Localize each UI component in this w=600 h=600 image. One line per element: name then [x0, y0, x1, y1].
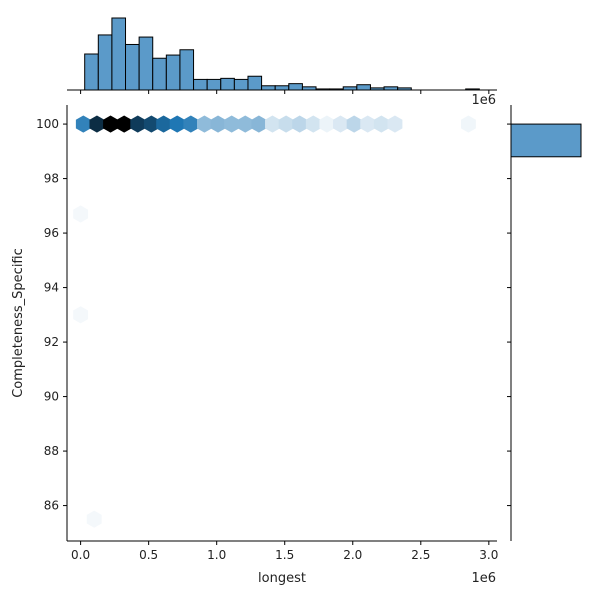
- hexbin-cell-25: [73, 205, 89, 223]
- y-marginal-bar-0: [510, 123, 582, 158]
- y-tick-label-1: 88: [44, 444, 59, 458]
- hexbin-cell-15: [278, 115, 294, 133]
- x-marginal-bar-7: [179, 49, 195, 91]
- hexbin-cell-0: [75, 115, 91, 133]
- x-marginal-bar-9: [206, 78, 222, 91]
- y-axis-ticks: 86 88 90 92 94 96 98 100: [36, 117, 67, 513]
- hexbin-cell-12: [237, 115, 253, 133]
- x-marginal-bar-1: [97, 34, 113, 91]
- x-marginal-bar-5: [152, 57, 167, 91]
- y-tick-label-7: 100: [36, 117, 59, 131]
- x-axis-ticks: 0.0 0.5 1.0 1.5 2.0 2.5 3.0: [71, 541, 498, 562]
- hexbin-cell-10: [210, 115, 226, 133]
- hexbin-cell-9: [196, 115, 212, 133]
- x-marginal-bar-12: [247, 75, 263, 91]
- y-marginal-histogram: [510, 123, 582, 158]
- hexbin-cell-18: [319, 115, 335, 133]
- x-marginal-bar-2: [111, 17, 127, 91]
- x-marginal-bar-13: [261, 85, 276, 91]
- x-tick-label-0: 0.0: [71, 548, 90, 562]
- hexbin-cell-3: [116, 115, 132, 133]
- y-tick-label-0: 86: [44, 499, 59, 513]
- x-tick-label-3: 1.5: [275, 548, 294, 562]
- x-tick-label-5: 2.5: [411, 548, 430, 562]
- y-tick-label-2: 90: [44, 390, 59, 404]
- hexbin-cell-19: [333, 115, 348, 133]
- y-tick-label-3: 92: [44, 335, 59, 349]
- hexbin-cell-24: [460, 115, 476, 133]
- hexbin-cell-21: [360, 115, 376, 133]
- x-marginal-bar-14: [274, 85, 290, 91]
- x-marginal-offset-label: 1e6: [471, 93, 496, 108]
- hexbin-cell-4: [130, 115, 146, 133]
- x-marginal-bar-10: [220, 77, 235, 91]
- hexbin-cell-27: [86, 510, 102, 528]
- x-axis-label: longest: [258, 571, 306, 586]
- hexbin-cell-2: [103, 115, 118, 133]
- hexbin-layer: [73, 115, 476, 528]
- x-axis-offset-label: 1e6: [471, 571, 496, 586]
- x-marginal-bar-8: [193, 78, 208, 91]
- hexbin-cell-8: [183, 115, 199, 133]
- x-marginal-bar-15: [288, 83, 303, 91]
- hexbin-cell-1: [89, 115, 105, 133]
- x-marginal-bar-3: [125, 43, 140, 91]
- hexbin-cell-7: [169, 115, 185, 133]
- x-marginal-bar-6: [165, 54, 181, 91]
- marginal-ticks: [80, 90, 511, 507]
- x-tick-label-1: 0.5: [139, 548, 158, 562]
- hexbin-cell-11: [224, 115, 240, 133]
- hexbin-cell-16: [292, 115, 308, 133]
- x-tick-label-4: 2.0: [343, 548, 362, 562]
- x-tick-label-6: 3.0: [479, 548, 498, 562]
- hexbin-cell-6: [156, 115, 172, 133]
- y-axis-label: Completeness_Specific: [11, 248, 26, 398]
- hexbin-cell-13: [251, 115, 267, 133]
- x-marginal-bar-20: [356, 84, 371, 91]
- x-marginal-bar-0: [84, 53, 99, 91]
- y-tick-label-4: 94: [44, 281, 59, 295]
- hexbin-cell-5: [143, 115, 159, 133]
- x-marginal-bar-4: [138, 36, 154, 91]
- y-tick-label-5: 96: [44, 226, 59, 240]
- y-tick-label-6: 98: [44, 172, 59, 186]
- hexbin-cell-20: [346, 115, 362, 133]
- hexbin-cell-26: [73, 306, 89, 324]
- hexbin-cell-14: [265, 115, 280, 133]
- hexbin-cell-22: [373, 115, 389, 133]
- hexbin-cell-17: [305, 115, 321, 133]
- x-marginal-histogram: [84, 17, 480, 91]
- x-tick-label-2: 1.0: [207, 548, 226, 562]
- hexbin-cell-23: [387, 115, 403, 133]
- x-marginal-bar-11: [233, 78, 249, 91]
